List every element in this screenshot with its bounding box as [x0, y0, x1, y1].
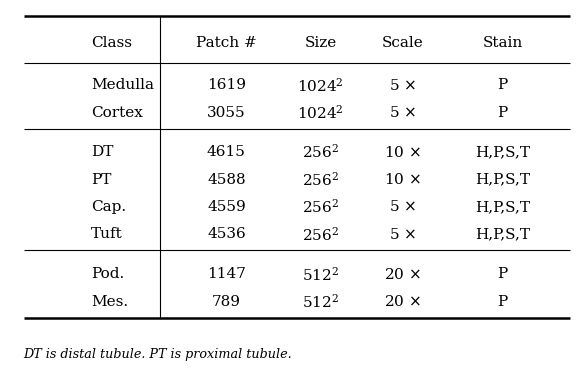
Text: P: P	[497, 267, 508, 281]
Text: 4588: 4588	[207, 172, 246, 187]
Text: Stain: Stain	[483, 36, 523, 50]
Text: 20 $\times$: 20 $\times$	[385, 267, 421, 282]
Text: H,P,S,T: H,P,S,T	[475, 227, 530, 241]
Text: Cap.: Cap.	[91, 200, 126, 214]
Text: 5 $\times$: 5 $\times$	[389, 227, 416, 242]
Text: DT is distal tubule. PT is proximal tubule.: DT is distal tubule. PT is proximal tubu…	[24, 348, 292, 361]
Text: Patch #: Patch #	[196, 36, 257, 50]
Text: Cortex: Cortex	[91, 106, 143, 120]
Text: 789: 789	[212, 295, 241, 309]
Text: $\mathregular{256^{2}}$: $\mathregular{256^{2}}$	[302, 143, 339, 161]
Text: 10 $\times$: 10 $\times$	[385, 172, 421, 187]
Text: 5 $\times$: 5 $\times$	[389, 78, 416, 93]
Text: 1619: 1619	[207, 78, 246, 93]
Text: Medulla: Medulla	[91, 78, 154, 93]
Text: Tuft: Tuft	[91, 227, 123, 241]
Text: H,P,S,T: H,P,S,T	[475, 145, 530, 159]
Text: $\mathregular{1024^{2}}$: $\mathregular{1024^{2}}$	[297, 76, 344, 94]
Text: Size: Size	[305, 36, 336, 50]
Text: 20 $\times$: 20 $\times$	[385, 294, 421, 309]
Text: Mes.: Mes.	[91, 295, 128, 309]
Text: PT: PT	[91, 172, 112, 187]
Text: H,P,S,T: H,P,S,T	[475, 200, 530, 214]
Text: $\mathregular{256^{2}}$: $\mathregular{256^{2}}$	[302, 198, 339, 216]
Text: P: P	[497, 295, 508, 309]
Text: $\mathregular{256^{2}}$: $\mathregular{256^{2}}$	[302, 225, 339, 243]
Text: 4615: 4615	[207, 145, 246, 159]
Text: 5 $\times$: 5 $\times$	[389, 200, 416, 214]
Text: DT: DT	[91, 145, 113, 159]
Text: 4559: 4559	[207, 200, 246, 214]
Text: $\mathregular{512^{2}}$: $\mathregular{512^{2}}$	[302, 293, 339, 311]
Text: Pod.: Pod.	[91, 267, 125, 281]
Text: P: P	[497, 106, 508, 120]
Text: P: P	[497, 78, 508, 93]
Text: 1147: 1147	[207, 267, 246, 281]
Text: $\mathregular{512^{2}}$: $\mathregular{512^{2}}$	[302, 265, 339, 283]
Text: 5 $\times$: 5 $\times$	[389, 105, 416, 120]
Text: Scale: Scale	[382, 36, 424, 50]
Text: $\mathregular{256^{2}}$: $\mathregular{256^{2}}$	[302, 171, 339, 189]
Text: $\mathregular{1024^{2}}$: $\mathregular{1024^{2}}$	[297, 104, 344, 122]
Text: 3055: 3055	[207, 106, 246, 120]
Text: 4536: 4536	[207, 227, 246, 241]
Text: H,P,S,T: H,P,S,T	[475, 172, 530, 187]
Text: Class: Class	[91, 36, 132, 50]
Text: 10 $\times$: 10 $\times$	[385, 145, 421, 160]
